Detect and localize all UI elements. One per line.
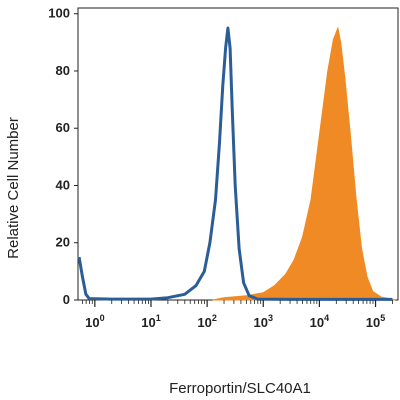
y-tick-label: 60 xyxy=(56,120,70,135)
x-tick-label: 102 xyxy=(197,313,216,330)
y-axis-ticks: 0 20 40 60 80 100 xyxy=(48,6,78,307)
histogram-outline-series xyxy=(77,26,393,301)
x-tick-label: 104 xyxy=(310,313,329,330)
x-axis-title: Ferroportin/SLC40A1 xyxy=(169,380,311,397)
y-tick-label: 40 xyxy=(56,177,70,192)
y-tick-label: 20 xyxy=(56,235,70,250)
plot-area xyxy=(77,7,399,301)
y-tick-label: 100 xyxy=(48,6,70,21)
x-tick-label: 105 xyxy=(366,313,385,330)
x-tick-label: 103 xyxy=(254,313,273,330)
y-axis-title: Relative Cell Number xyxy=(5,117,22,259)
x-axis-ticks: 100 101 102 103 104 105 xyxy=(81,300,393,330)
x-tick-label: 101 xyxy=(141,313,160,330)
histogram-filled-series xyxy=(212,26,396,301)
y-tick-label: 80 xyxy=(56,63,70,78)
x-tick-label: 100 xyxy=(85,313,104,330)
y-tick-label: 0 xyxy=(63,292,70,307)
